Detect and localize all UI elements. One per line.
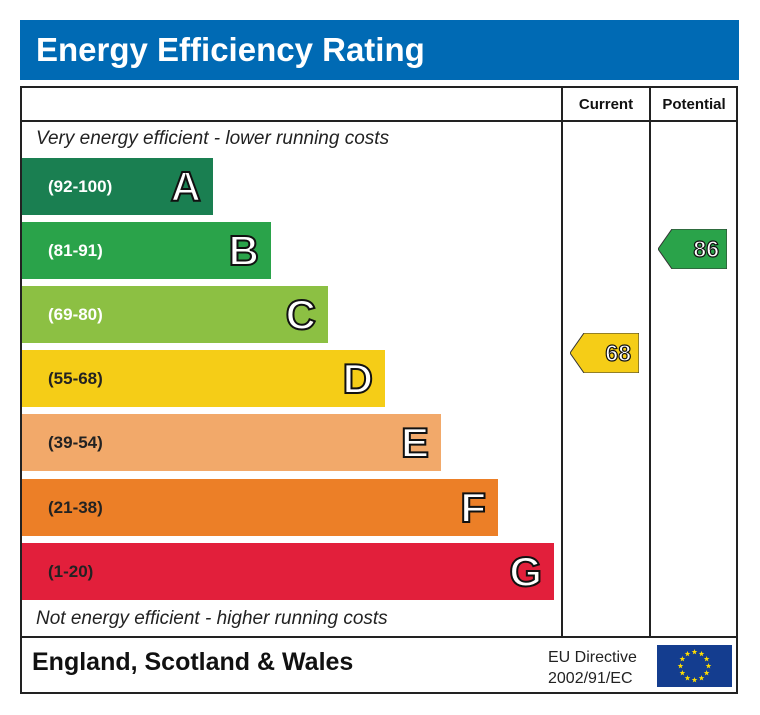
star-icon: [679, 670, 686, 676]
band-a: (92-100) A: [22, 158, 213, 215]
directive-line-1: EU Directive: [548, 649, 637, 666]
star-icon: [679, 656, 686, 662]
band-g: (1-20) G: [22, 543, 554, 600]
band-range: (55-68): [48, 369, 103, 388]
band-range: (81-91): [48, 241, 103, 260]
band-e: (39-54) E: [22, 414, 441, 471]
band-letter: F: [459, 483, 487, 532]
header-divider: [20, 120, 738, 122]
star-icon: [703, 656, 710, 662]
star-icon: [703, 670, 710, 676]
star-icon: [698, 675, 705, 681]
band-letter: A: [170, 162, 202, 211]
band-d: (55-68) D: [22, 350, 385, 407]
band-letter: G: [508, 547, 543, 596]
top-note: Very energy efficient - lower running co…: [36, 128, 390, 149]
rating-table: [20, 86, 738, 694]
directive-line-2: 2002/91/EC: [548, 670, 633, 687]
potential-rating-arrow: 86: [658, 229, 727, 269]
column-current: Current: [578, 96, 634, 113]
band-range: (92-100): [48, 177, 113, 196]
band-letter: B: [228, 226, 260, 275]
current-rating-value: 68: [605, 339, 632, 366]
star-icon: [691, 649, 698, 655]
star-icon: [698, 650, 705, 657]
band-letter: C: [285, 290, 317, 339]
bottom-note: Not energy efficient - higher running co…: [36, 608, 388, 629]
star-icon: [691, 677, 698, 683]
band-c: (69-80) C: [22, 286, 328, 343]
current-rating-arrow: 68: [570, 333, 639, 373]
chart-title: Energy Efficiency Rating: [20, 20, 739, 80]
band-range: (21-38): [48, 498, 103, 517]
region-label: England, Scotland & Wales: [32, 648, 354, 676]
footer-divider: [20, 636, 738, 638]
column-potential: Potential: [662, 96, 726, 113]
star-icon: [705, 663, 712, 669]
column-divider: [561, 86, 563, 638]
band-b: (81-91) B: [22, 222, 271, 279]
eu-flag-icon: [657, 645, 732, 687]
star-icon: [684, 675, 691, 681]
band-range: (39-54): [48, 433, 103, 452]
band-letter: E: [400, 418, 430, 467]
band-letter: D: [342, 354, 374, 403]
potential-rating-value: 86: [693, 235, 720, 262]
eu-directive: EU Directive 2002/91/EC: [548, 647, 637, 689]
star-icon: [684, 650, 691, 657]
column-divider: [649, 86, 651, 638]
band-range: (69-80): [48, 305, 103, 324]
star-icon: [677, 663, 684, 669]
band-f: (21-38) F: [22, 479, 498, 536]
band-range: (1-20): [48, 562, 94, 581]
